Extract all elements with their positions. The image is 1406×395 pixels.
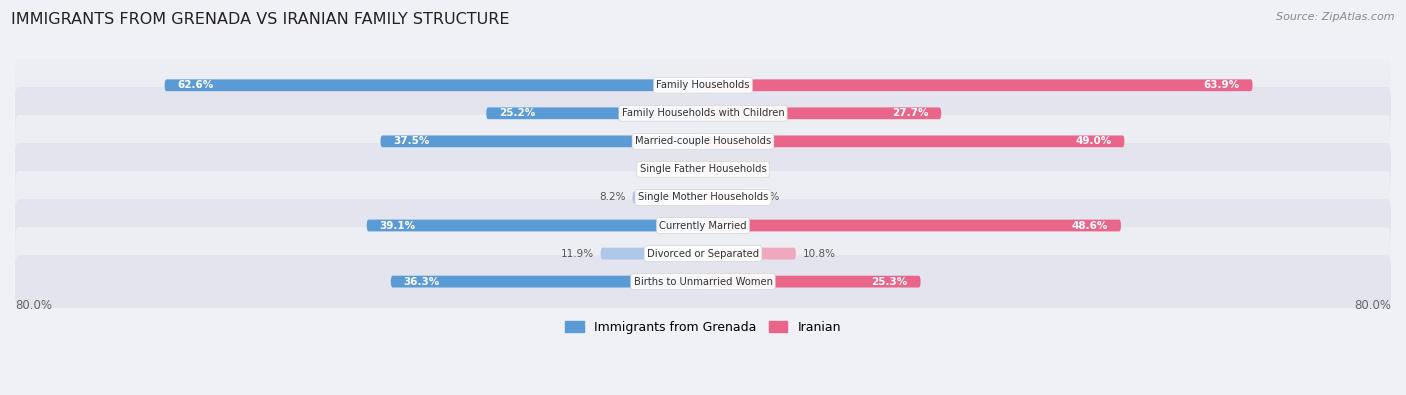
FancyBboxPatch shape [15,87,1391,140]
FancyBboxPatch shape [486,107,703,119]
Text: Single Father Households: Single Father Households [640,164,766,175]
FancyBboxPatch shape [703,192,747,203]
Text: 39.1%: 39.1% [380,220,416,231]
FancyBboxPatch shape [703,79,1253,91]
Text: Family Households: Family Households [657,80,749,90]
Text: Divorced or Separated: Divorced or Separated [647,248,759,259]
Text: Family Households with Children: Family Households with Children [621,108,785,118]
Text: Currently Married: Currently Married [659,220,747,231]
FancyBboxPatch shape [600,248,703,260]
Text: 63.9%: 63.9% [1204,80,1240,90]
Text: 80.0%: 80.0% [15,299,52,312]
Text: 11.9%: 11.9% [561,248,593,259]
Text: IMMIGRANTS FROM GRENADA VS IRANIAN FAMILY STRUCTURE: IMMIGRANTS FROM GRENADA VS IRANIAN FAMIL… [11,12,510,27]
Text: 62.6%: 62.6% [177,80,214,90]
FancyBboxPatch shape [15,115,1391,168]
FancyBboxPatch shape [391,276,703,288]
FancyBboxPatch shape [15,143,1391,196]
Text: Married-couple Households: Married-couple Households [636,136,770,147]
FancyBboxPatch shape [633,192,703,203]
FancyBboxPatch shape [703,248,796,260]
FancyBboxPatch shape [703,276,921,288]
Text: 49.0%: 49.0% [1076,136,1112,147]
Text: 36.3%: 36.3% [404,276,440,287]
FancyBboxPatch shape [15,59,1391,112]
FancyBboxPatch shape [15,199,1391,252]
Text: 10.8%: 10.8% [803,248,835,259]
Text: 48.6%: 48.6% [1071,220,1108,231]
Text: 27.7%: 27.7% [891,108,928,118]
FancyBboxPatch shape [703,135,1125,147]
Text: Source: ZipAtlas.com: Source: ZipAtlas.com [1277,12,1395,22]
Text: 37.5%: 37.5% [394,136,430,147]
FancyBboxPatch shape [703,164,720,175]
Text: 25.2%: 25.2% [499,108,536,118]
Text: 1.9%: 1.9% [727,164,752,175]
Text: 8.2%: 8.2% [599,192,626,203]
Text: 80.0%: 80.0% [1354,299,1391,312]
FancyBboxPatch shape [15,227,1391,280]
FancyBboxPatch shape [686,164,703,175]
FancyBboxPatch shape [703,220,1121,231]
FancyBboxPatch shape [381,135,703,147]
FancyBboxPatch shape [367,220,703,231]
FancyBboxPatch shape [703,107,941,119]
Legend: Immigrants from Grenada, Iranian: Immigrants from Grenada, Iranian [560,316,846,339]
FancyBboxPatch shape [15,255,1391,308]
Text: Single Mother Households: Single Mother Households [638,192,768,203]
FancyBboxPatch shape [15,171,1391,224]
Text: Births to Unmarried Women: Births to Unmarried Women [634,276,772,287]
Text: 2.0%: 2.0% [652,164,679,175]
Text: 25.3%: 25.3% [872,276,908,287]
Text: 5.0%: 5.0% [752,192,779,203]
FancyBboxPatch shape [165,79,703,91]
